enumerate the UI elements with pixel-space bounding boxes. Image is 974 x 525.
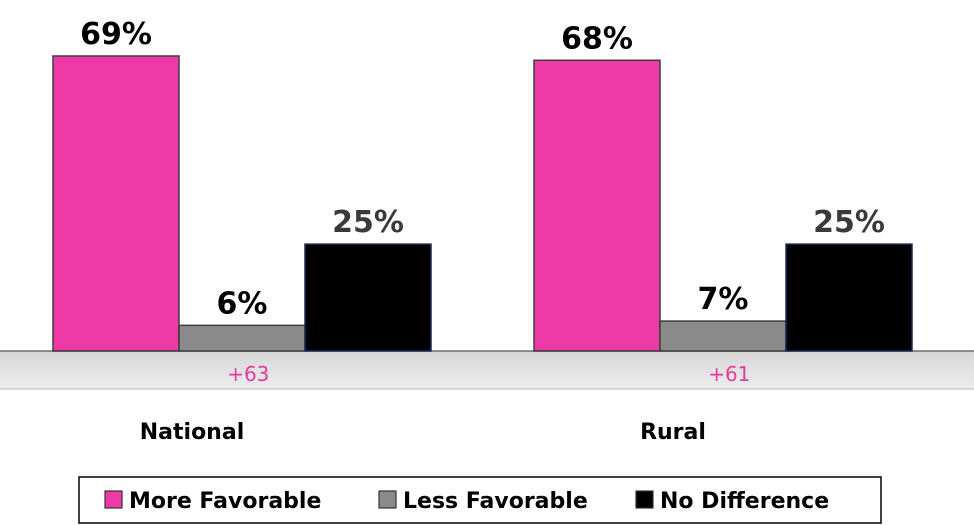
difference-labels-group: +63 +61 bbox=[227, 362, 750, 386]
legend-label-no-difference: No Difference bbox=[660, 489, 829, 514]
legend-swatch-no-difference bbox=[635, 490, 654, 509]
legend-box bbox=[78, 476, 882, 524]
legend-swatch-more-favorable bbox=[104, 490, 123, 509]
category-labels-group: National Rural bbox=[140, 420, 706, 445]
legend-label-less-favorable: Less Favorable bbox=[403, 489, 588, 514]
legend-swatch-less-favorable bbox=[378, 490, 397, 509]
legend: More Favorable Less Favorable No Differenc… bbox=[78, 476, 882, 524]
value-label-national-less-favorable: 6% bbox=[217, 286, 268, 321]
bar-national-no-difference bbox=[304, 243, 432, 352]
bar-national-less-favorable bbox=[178, 324, 306, 352]
category-label-national: National bbox=[140, 420, 244, 445]
bar-rural-less-favorable bbox=[659, 320, 787, 352]
difference-label-national: +63 bbox=[227, 362, 269, 386]
legend-label-more-favorable: More Favorable bbox=[129, 489, 321, 514]
category-label-rural: Rural bbox=[640, 420, 706, 445]
bars-group bbox=[52, 55, 913, 352]
value-label-rural-no-difference: 25% bbox=[813, 205, 885, 240]
chart-floor-band bbox=[0, 351, 974, 389]
value-label-national-no-difference: 25% bbox=[332, 205, 404, 240]
value-label-rural-more-favorable: 68% bbox=[561, 21, 633, 56]
bar-national-more-favorable bbox=[52, 55, 180, 352]
difference-label-rural: +61 bbox=[708, 362, 750, 386]
value-label-rural-less-favorable: 7% bbox=[698, 282, 749, 317]
bar-rural-more-favorable bbox=[533, 59, 661, 352]
bar-rural-no-difference bbox=[785, 243, 913, 352]
value-labels-group: 69% 6% 25% 68% 7% 25% bbox=[80, 17, 885, 321]
value-label-national-more-favorable: 69% bbox=[80, 17, 152, 52]
